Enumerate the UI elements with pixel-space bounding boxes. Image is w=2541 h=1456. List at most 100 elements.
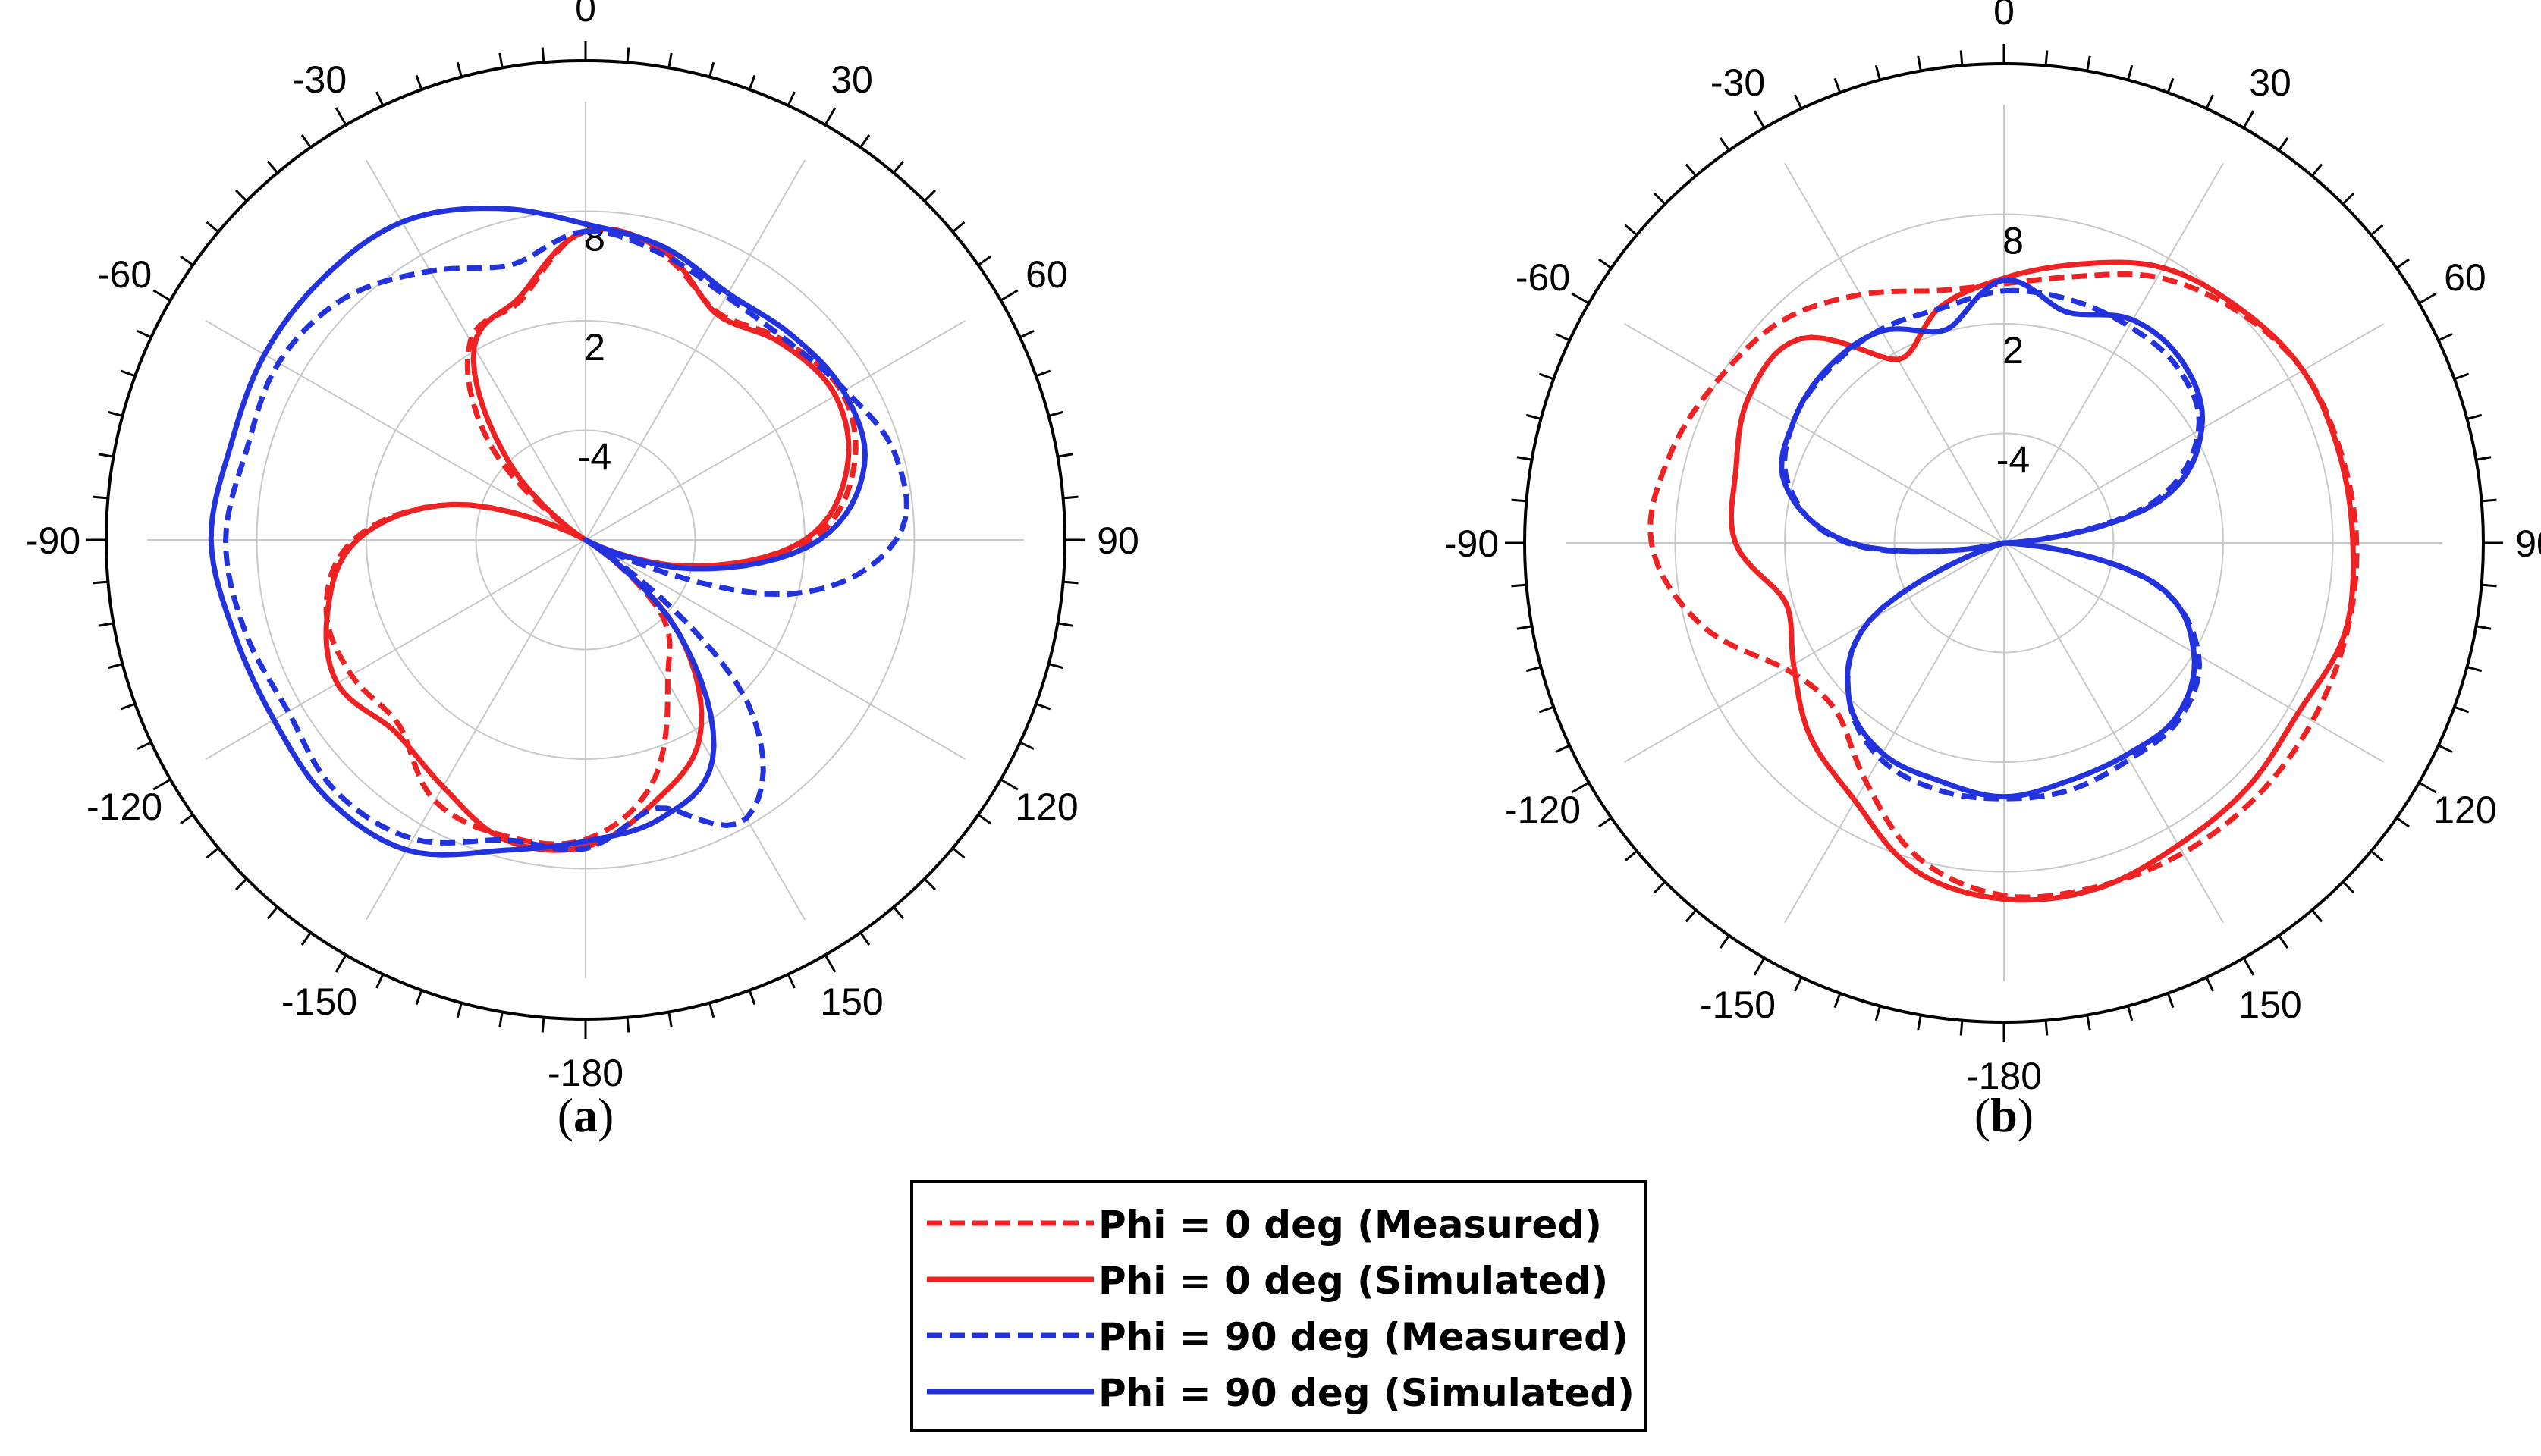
angle-tick-mark xyxy=(541,1017,545,1033)
panel-caption: (b) xyxy=(1974,1088,2034,1142)
angle-tick-mark xyxy=(824,107,837,126)
grid-circle xyxy=(1784,323,2224,763)
angle-tick-label: -150 xyxy=(281,981,357,1023)
angle-tick-mark xyxy=(335,954,347,973)
radial-tick-label: 8 xyxy=(2002,220,2024,262)
series-line-a-3 xyxy=(208,206,868,858)
angle-tick-mark xyxy=(2476,456,2492,461)
angle-tick-mark xyxy=(1685,163,1697,177)
angle-tick-mark xyxy=(1917,1015,1922,1031)
legend-swatch-phi0-measured xyxy=(927,1220,1094,1226)
angle-tick-mark xyxy=(893,906,905,920)
angle-tick-label: -180 xyxy=(548,1052,623,1094)
angle-tick-label: 150 xyxy=(820,981,883,1023)
angle-tick-label: -30 xyxy=(292,58,347,101)
angle-tick-mark xyxy=(1516,456,1532,461)
angle-tick-mark xyxy=(1538,705,1554,714)
angle-tick-label: 120 xyxy=(2433,789,2496,831)
angle-tick-mark xyxy=(1624,224,1638,236)
angle-tick-mark xyxy=(1833,993,1842,1009)
angle-tick-mark xyxy=(541,47,545,63)
angle-tick-mark xyxy=(456,61,463,77)
angle-tick-mark xyxy=(2205,977,2214,992)
legend-swatch-phi0-simulated xyxy=(927,1276,1094,1282)
angle-tick-mark xyxy=(977,255,991,266)
angle-tick-mark xyxy=(1874,64,1881,80)
angle-tick-mark xyxy=(120,702,136,711)
angle-tick-mark xyxy=(1598,817,1613,828)
angle-tick-label: 90 xyxy=(1097,519,1139,562)
angle-tick-mark xyxy=(1753,110,1766,129)
angle-tick-mark xyxy=(1571,292,1590,305)
angle-tick-mark xyxy=(1959,50,1964,66)
angle-tick-label: -90 xyxy=(1444,522,1499,565)
angle-tick-mark xyxy=(2481,498,2497,503)
radial-tick-label: 2 xyxy=(2002,329,2024,372)
angle-tick-mark xyxy=(859,931,871,946)
angle-tick-label: 60 xyxy=(2444,256,2486,299)
radial-tick-label: -4 xyxy=(1996,439,2030,482)
angle-tick-mark xyxy=(787,974,796,989)
angle-tick-mark xyxy=(1000,778,1019,791)
angle-tick-mark xyxy=(180,814,194,825)
angle-tick-mark xyxy=(1624,850,1638,862)
angle-tick-mark xyxy=(1019,330,1035,339)
angle-tick-mark xyxy=(1057,622,1073,627)
angle-tick-mark xyxy=(1794,977,1803,992)
angle-tick-mark xyxy=(1538,372,1554,381)
angle-tick-mark xyxy=(1917,55,1922,71)
legend-swatch-phi90-simulated xyxy=(927,1389,1094,1395)
angle-tick-mark xyxy=(300,134,312,149)
angle-tick-mark xyxy=(2242,110,2255,129)
angle-tick-mark xyxy=(266,160,278,174)
angle-tick-mark xyxy=(1035,369,1051,378)
angle-tick-mark xyxy=(923,877,937,891)
angle-tick-mark xyxy=(2438,744,2453,753)
polar-chart-b: 0 30 60 90 120 150 -180 -150 -120 -90 -60 -30 -4 2 8 (b… xyxy=(1444,0,2541,1142)
angle-tick-label: -60 xyxy=(1515,256,1570,299)
angle-tick-mark xyxy=(1516,625,1532,630)
angle-tick-mark xyxy=(2454,372,2470,381)
angle-tick-mark xyxy=(1063,580,1079,585)
angle-tick-mark xyxy=(2418,781,2437,794)
angle-tick-label: -180 xyxy=(1966,1055,2042,1097)
angle-tick-mark xyxy=(1653,192,1666,206)
angle-tick-mark xyxy=(2278,137,2289,152)
radial-tick-label: 2 xyxy=(584,326,605,369)
angle-tick-mark xyxy=(2127,64,2134,80)
angle-tick-mark xyxy=(2418,292,2437,305)
angle-tick-label: -90 xyxy=(26,519,80,562)
angle-tick-mark xyxy=(859,134,871,149)
angle-tick-mark xyxy=(2044,50,2049,66)
angle-tick-mark xyxy=(893,160,905,174)
grid-circle xyxy=(256,210,916,870)
angle-tick-mark xyxy=(375,91,385,106)
grid-circle xyxy=(475,429,696,651)
angle-tick-mark xyxy=(234,189,248,202)
angle-tick-mark xyxy=(2166,77,2175,93)
angle-tick-mark xyxy=(415,990,423,1006)
angle-tick-mark xyxy=(1719,934,1730,949)
angle-tick-mark xyxy=(952,221,966,233)
angle-tick-label: 150 xyxy=(2238,984,2301,1026)
angle-tick-mark xyxy=(2481,583,2497,588)
angle-tick-mark xyxy=(1753,957,1766,976)
angle-tick-mark xyxy=(2086,55,2091,71)
angle-tick-mark xyxy=(2476,625,2492,630)
angle-tick-mark xyxy=(1035,702,1051,711)
angle-tick-mark xyxy=(1959,1020,1964,1036)
angle-tick-mark xyxy=(2086,1015,2091,1031)
angle-tick-label: 30 xyxy=(831,58,873,101)
angle-tick-mark xyxy=(98,622,114,627)
angle-tick-mark xyxy=(626,47,630,63)
angle-tick-mark xyxy=(120,369,136,378)
angle-tick-mark xyxy=(1019,741,1035,750)
angle-tick-mark xyxy=(1794,94,1803,109)
angle-tick-mark xyxy=(1833,77,1842,93)
angle-tick-mark xyxy=(667,1012,673,1028)
angle-tick-mark xyxy=(2242,957,2255,976)
angle-tick-mark xyxy=(977,814,991,825)
angle-tick-mark xyxy=(107,663,123,670)
angle-tick-mark xyxy=(498,1012,504,1028)
